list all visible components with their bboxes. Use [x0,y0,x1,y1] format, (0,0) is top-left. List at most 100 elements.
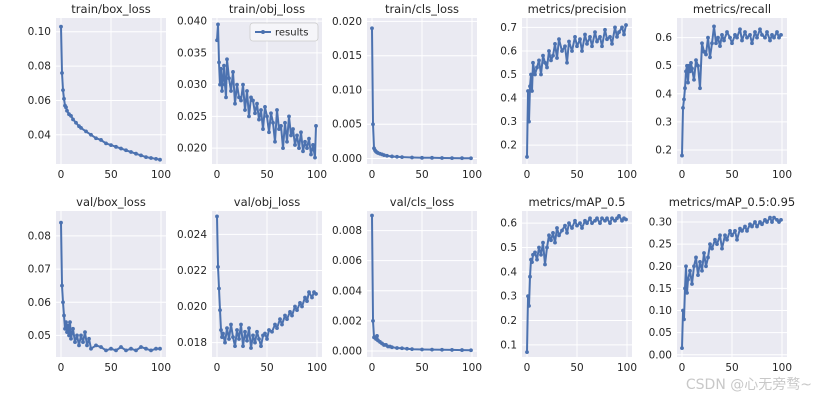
chart-title: metrics/mAP_0.5:0.95 [669,195,795,209]
data-point [220,89,224,93]
data-point [779,217,783,222]
data-point [227,337,231,341]
data-point [728,229,732,233]
chart-panel-9: 0 50 100 0.1 0.2 0.3 0.4 0.5 0.6 metrics/mAP_0.5 [500,195,637,374]
data-point [690,66,694,71]
x-tick-label: 50 [260,169,273,181]
data-point [219,328,223,332]
data-point [283,313,287,318]
data-point [253,340,257,345]
data-point [289,133,293,138]
data-point [545,245,549,250]
x-tick-label: 0 [524,169,531,181]
data-point [755,224,759,229]
data-point [311,143,315,147]
data-point [229,89,233,93]
data-point [547,49,551,53]
data-point [280,322,284,327]
data-point [585,221,589,226]
data-point [760,32,764,37]
x-tick-label: 50 [570,362,583,374]
data-point [253,111,257,116]
data-point [71,117,75,122]
y-tick-label: 0.000 [332,345,362,357]
data-point [69,114,73,118]
x-tick-label: 100 [151,169,171,181]
data-point [271,120,275,125]
data-point [696,273,700,278]
data-point [225,57,229,62]
data-point [395,154,399,159]
data-point [624,23,628,27]
data-point [684,264,688,269]
y-tick-label: 0.002 [332,315,362,327]
data-point [139,153,143,158]
data-point [273,322,277,327]
y-tick-label: 0.015 [332,50,362,62]
watermark-text: CSDN @心无旁骛~ [685,377,812,393]
data-point [735,35,739,40]
data-point [603,27,607,32]
y-tick-label: 0.10 [649,305,672,317]
data-point [440,347,444,352]
data-point [235,82,239,87]
x-tick-label: 0 [524,362,531,374]
chart-panel-2: 0 50 100 0.020 0.025 0.030 0.035 0.040 train/obj… [177,2,327,181]
data-point [60,283,64,288]
data-point [139,345,143,349]
data-point [692,264,696,269]
data-point [702,251,706,255]
data-point [745,35,749,40]
data-point [247,114,251,119]
data-point [231,70,235,74]
data-point [75,333,79,338]
data-point [698,86,702,91]
y-tick-label: 0.3 [500,116,517,128]
data-point [371,122,375,127]
data-point [65,330,69,335]
data-point [553,240,557,245]
data-point [553,42,557,46]
legend-label: results [275,28,309,39]
data-point [390,345,394,350]
series-line [216,23,317,159]
chart-panel-3: 0 50 100 0.000 0.005 0.010 0.015 0.020 train/cls… [332,2,482,181]
y-tick-label: 0.20 [649,261,672,273]
data-point [529,72,533,77]
chart-title: metrics/precision [528,2,627,16]
data-point [748,32,752,37]
data-point [763,35,767,40]
data-point [158,346,162,351]
data-point [608,221,612,226]
y-tick-label: 0.005 [332,119,362,131]
data-point [702,49,706,54]
y-tick-label: 0.020 [177,143,207,155]
y-tick-label: 0.5 [500,242,517,254]
y-tick-label: 0.30 [649,217,672,229]
data-point [61,88,65,93]
data-point [720,32,724,37]
data-point [682,97,686,102]
y-tick-label: 0.035 [177,47,207,59]
data-point [560,49,564,53]
data-point [293,304,297,309]
y-tick-label: 0.6 [500,45,517,57]
data-point [99,345,103,349]
legend-marker [261,30,265,34]
data-point [528,274,532,279]
y-tick-label: 0.06 [28,297,52,309]
data-point [94,343,98,348]
data-point [578,37,582,42]
data-point [216,264,220,269]
data-point [615,34,619,39]
data-point [231,335,235,340]
data-point [578,221,582,226]
y-tick-label: 0.006 [332,255,362,267]
data-point [580,226,584,230]
x-tick-label: 0 [214,362,221,374]
data-point [63,326,67,331]
chart-title: train/cls_loss [385,2,459,16]
data-point [575,44,579,49]
data-point [229,322,233,327]
data-point [689,61,693,65]
